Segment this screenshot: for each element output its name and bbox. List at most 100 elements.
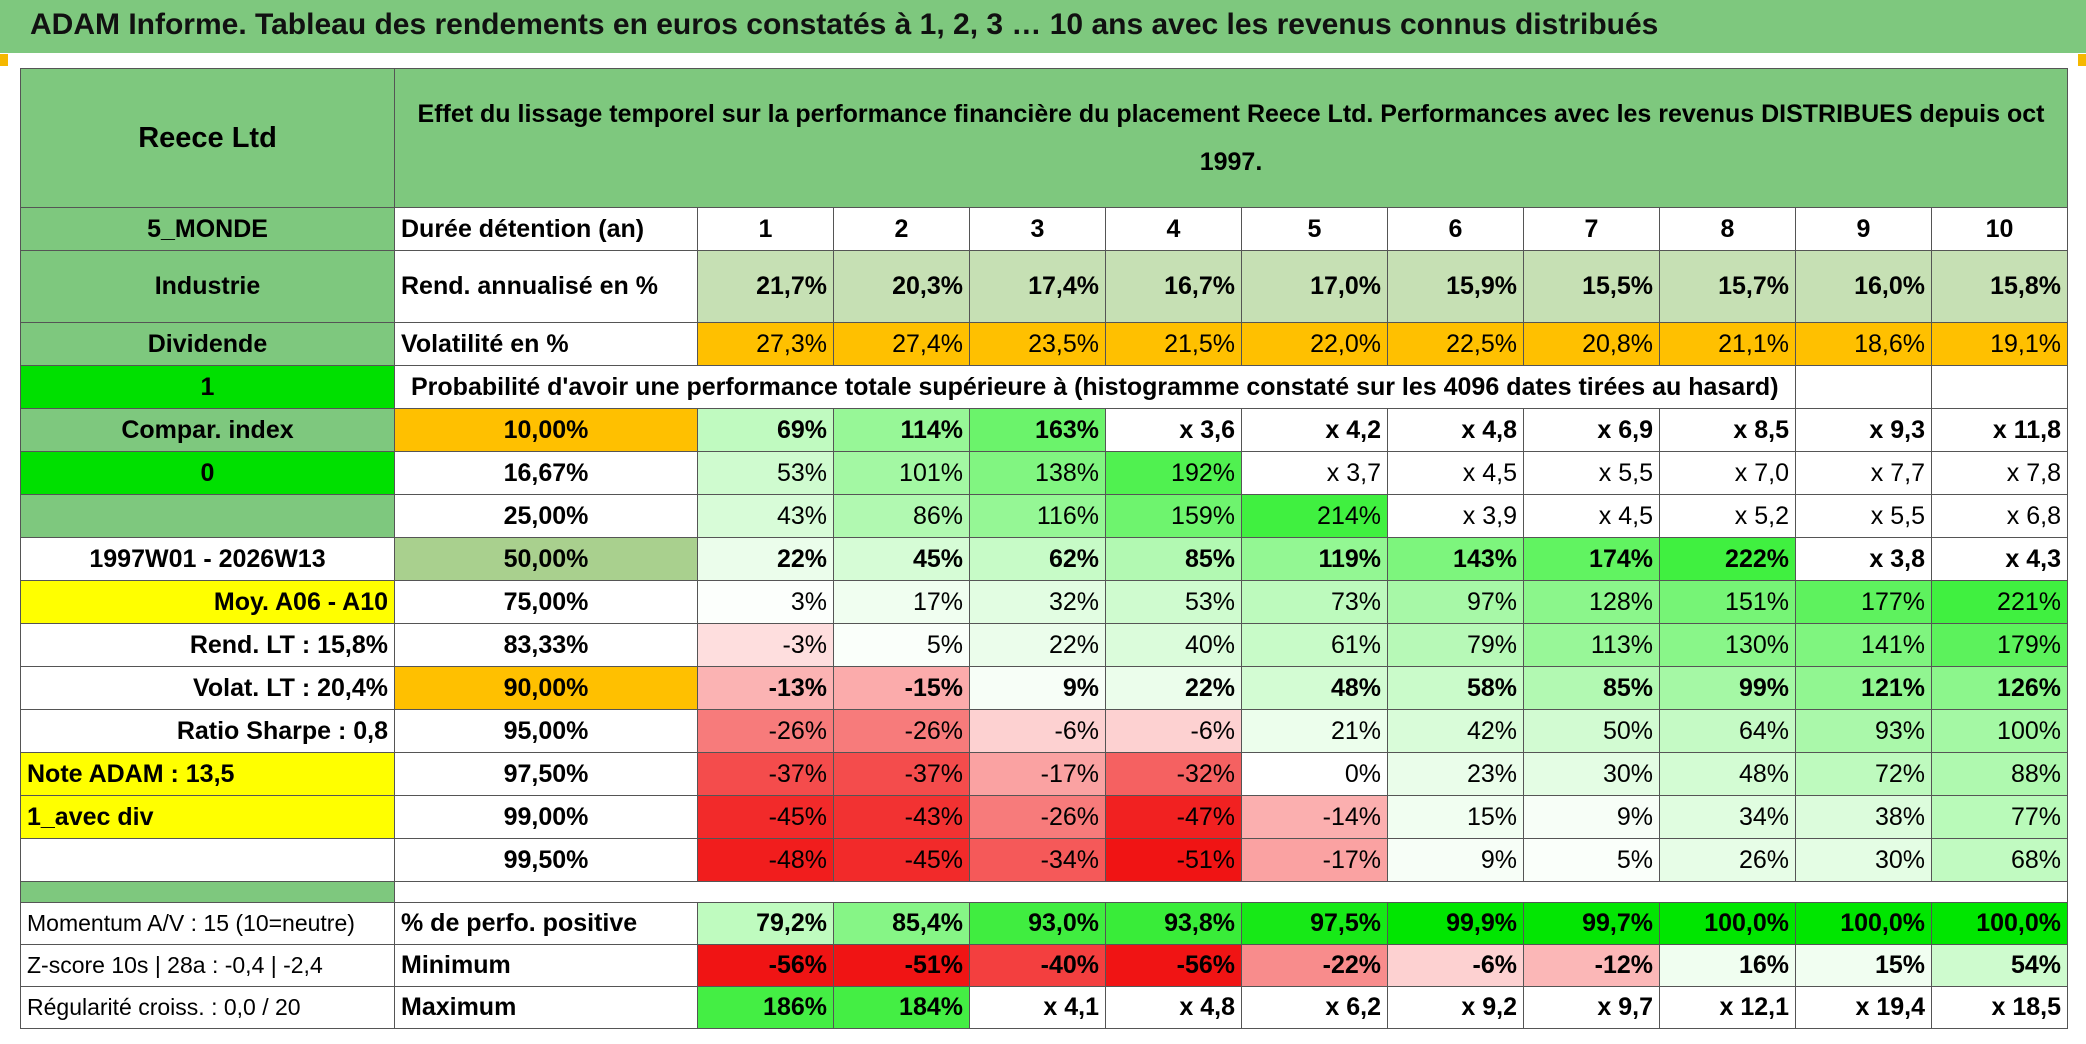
- quantile-cell: 26%: [1659, 838, 1796, 882]
- duree-label: Durée détention (an): [394, 207, 698, 251]
- corner-marker: [0, 54, 8, 66]
- positive-cell: 99,7%: [1523, 902, 1660, 945]
- period-label: 1997W01 - 2026W13: [20, 537, 395, 581]
- returns-table: Reece Ltd Effet du lissage temporel sur …: [20, 68, 2068, 1029]
- title-bar: ADAM Informe. Tableau des rendements en …: [0, 0, 2086, 53]
- vol-cell: 23,5%: [969, 322, 1106, 366]
- quantile-cell: x 6,8: [1931, 494, 2068, 538]
- quantile-cell: -45%: [833, 838, 970, 882]
- quantile-cell: 97%: [1387, 580, 1524, 624]
- rend-lt-label: Rend. LT : 15,8%: [20, 623, 395, 667]
- corner-marker: [2078, 54, 2086, 66]
- quantile-cell: x 4,5: [1523, 494, 1660, 538]
- vol-cell: 18,6%: [1795, 322, 1932, 366]
- year-header: 5: [1241, 207, 1388, 251]
- minimum-cell: 16%: [1659, 944, 1796, 987]
- maximum-cell: x 9,2: [1387, 986, 1524, 1029]
- quantile-cell: 40%: [1105, 623, 1242, 667]
- year-header: 2: [833, 207, 970, 251]
- quantile-label: 25,00%: [394, 494, 698, 538]
- quantile-cell: 0%: [1241, 752, 1388, 796]
- quantile-cell: 222%: [1659, 537, 1796, 581]
- quantile-cell: x 4,3: [1931, 537, 2068, 581]
- rend-label: Rend. annualisé en %: [394, 250, 698, 323]
- vol-cell: 27,3%: [697, 322, 834, 366]
- maximum-cell: x 4,8: [1105, 986, 1242, 1029]
- vol-cell: 21,5%: [1105, 322, 1242, 366]
- quantile-cell: -47%: [1105, 795, 1242, 839]
- quantile-cell: 43%: [697, 494, 834, 538]
- quantile-cell: x 5,2: [1659, 494, 1796, 538]
- quantile-cell: 15%: [1387, 795, 1524, 839]
- flag-zero: 0: [20, 451, 395, 495]
- maximum-cell: x 4,1: [969, 986, 1106, 1029]
- maximum-cell: x 6,2: [1241, 986, 1388, 1029]
- quantile-label: 50,00%: [394, 537, 698, 581]
- year-header: 9: [1795, 207, 1932, 251]
- momentum-label: Momentum A/V : 15 (10=neutre): [20, 902, 395, 945]
- quantile-cell: 177%: [1795, 580, 1932, 624]
- quantile-cell: 50%: [1523, 709, 1660, 753]
- quantile-cell: -37%: [697, 752, 834, 796]
- quantile-cell: -51%: [1105, 838, 1242, 882]
- quantile-cell: -45%: [697, 795, 834, 839]
- avec-div-label: 1_avec div: [20, 795, 395, 839]
- rend-cell: 21,7%: [697, 250, 834, 323]
- quantile-cell: 32%: [969, 580, 1106, 624]
- report-title: ADAM Informe. Tableau des rendements en …: [30, 8, 1659, 41]
- quantile-cell: 119%: [1241, 537, 1388, 581]
- vol-cell: 20,8%: [1523, 322, 1660, 366]
- quantile-cell: -15%: [833, 666, 970, 710]
- regularite-label: Régularité croiss. : 0,0 / 20: [20, 986, 395, 1029]
- quantile-label: 83,33%: [394, 623, 698, 667]
- rend-cell: 17,0%: [1241, 250, 1388, 323]
- quantile-cell: x 4,8: [1387, 408, 1524, 452]
- quantile-cell: x 4,5: [1387, 451, 1524, 495]
- quantile-cell: 30%: [1795, 838, 1932, 882]
- quantile-cell: 113%: [1523, 623, 1660, 667]
- quantile-cell: -48%: [697, 838, 834, 882]
- quantile-cell: 3%: [697, 580, 834, 624]
- note-label: Note ADAM : 13,5: [20, 752, 395, 796]
- quantile-cell: 23%: [1387, 752, 1524, 796]
- quantile-cell: -34%: [969, 838, 1106, 882]
- quantile-cell: 68%: [1931, 838, 2068, 882]
- positive-cell: 79,2%: [697, 902, 834, 945]
- blank-side: [20, 494, 395, 538]
- quantile-label: 90,00%: [394, 666, 698, 710]
- quantile-cell: 179%: [1931, 623, 2068, 667]
- quantile-label: 99,00%: [394, 795, 698, 839]
- proba-label: Probabilité d'avoir une performance tota…: [394, 365, 1796, 409]
- quantile-cell: 34%: [1659, 795, 1796, 839]
- sharpe-label: Ratio Sharpe : 0,8: [20, 709, 395, 753]
- year-header: 1: [697, 207, 834, 251]
- quantile-cell: 138%: [969, 451, 1106, 495]
- quantile-cell: 93%: [1795, 709, 1932, 753]
- fund-name: Reece Ltd: [20, 68, 395, 208]
- quantile-cell: 48%: [1241, 666, 1388, 710]
- maximum-cell: x 18,5: [1931, 986, 2068, 1029]
- minimum-cell: -51%: [833, 944, 970, 987]
- rend-cell: 17,4%: [969, 250, 1106, 323]
- quantile-cell: 53%: [1105, 580, 1242, 624]
- minimum-cell: -56%: [697, 944, 834, 987]
- quantile-cell: 121%: [1795, 666, 1932, 710]
- positive-cell: 97,5%: [1241, 902, 1388, 945]
- quantile-cell: 5%: [833, 623, 970, 667]
- quantile-cell: x 8,5: [1659, 408, 1796, 452]
- quantile-cell: 163%: [969, 408, 1106, 452]
- quantile-cell: 88%: [1931, 752, 2068, 796]
- positive-cell: 93,0%: [969, 902, 1106, 945]
- maximum-cell: 186%: [697, 986, 834, 1029]
- quantile-cell: 21%: [1241, 709, 1388, 753]
- quantile-cell: 79%: [1387, 623, 1524, 667]
- quantile-cell: 126%: [1931, 666, 2068, 710]
- quantile-label: 97,50%: [394, 752, 698, 796]
- year-header: 6: [1387, 207, 1524, 251]
- quantile-cell: x 5,5: [1523, 451, 1660, 495]
- year-header: 8: [1659, 207, 1796, 251]
- quantile-cell: 214%: [1241, 494, 1388, 538]
- quantile-cell: 45%: [833, 537, 970, 581]
- quantile-cell: 114%: [833, 408, 970, 452]
- quantile-cell: x 6,9: [1523, 408, 1660, 452]
